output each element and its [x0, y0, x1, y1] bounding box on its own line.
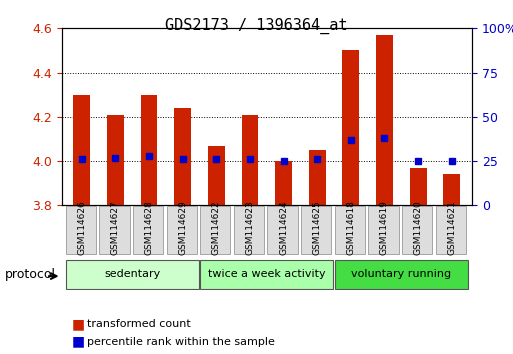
Bar [443, 175, 460, 205]
FancyBboxPatch shape [66, 260, 199, 289]
Text: GSM114620: GSM114620 [413, 200, 423, 255]
Text: GSM114621: GSM114621 [447, 200, 456, 255]
FancyBboxPatch shape [99, 206, 129, 254]
Text: GSM114625: GSM114625 [313, 200, 322, 255]
FancyBboxPatch shape [436, 206, 466, 254]
FancyBboxPatch shape [368, 206, 399, 254]
Bar [376, 35, 393, 205]
Text: ■: ■ [72, 317, 85, 331]
Bar [208, 145, 225, 205]
Text: GSM114628: GSM114628 [145, 200, 153, 255]
FancyBboxPatch shape [133, 206, 163, 254]
FancyBboxPatch shape [200, 206, 230, 254]
FancyBboxPatch shape [66, 206, 96, 254]
Text: GSM114629: GSM114629 [178, 200, 187, 255]
Text: sedentary: sedentary [104, 269, 161, 279]
FancyBboxPatch shape [200, 260, 333, 289]
FancyBboxPatch shape [334, 260, 468, 289]
FancyBboxPatch shape [334, 206, 365, 254]
FancyBboxPatch shape [234, 206, 264, 254]
Bar [141, 95, 157, 205]
Text: twice a week activity: twice a week activity [208, 269, 326, 279]
Bar [107, 115, 124, 205]
Text: GSM114624: GSM114624 [279, 200, 288, 255]
Bar [174, 108, 191, 205]
Text: voluntary running: voluntary running [351, 269, 451, 279]
Bar [275, 161, 292, 205]
Bar [343, 51, 359, 205]
Bar [309, 150, 326, 205]
Text: GSM114622: GSM114622 [212, 200, 221, 255]
Bar [242, 115, 259, 205]
Text: transformed count: transformed count [87, 319, 191, 329]
Text: GSM114626: GSM114626 [77, 200, 86, 255]
Bar [73, 95, 90, 205]
FancyBboxPatch shape [301, 206, 331, 254]
Text: GSM114618: GSM114618 [346, 200, 356, 255]
Text: protocol: protocol [5, 268, 56, 281]
FancyBboxPatch shape [402, 206, 432, 254]
Text: GDS2173 / 1396364_at: GDS2173 / 1396364_at [165, 18, 348, 34]
Bar [410, 168, 426, 205]
FancyBboxPatch shape [167, 206, 197, 254]
Text: GSM114619: GSM114619 [380, 200, 389, 255]
Text: GSM114627: GSM114627 [111, 200, 120, 255]
FancyBboxPatch shape [267, 206, 298, 254]
Text: percentile rank within the sample: percentile rank within the sample [87, 337, 275, 347]
Text: GSM114623: GSM114623 [245, 200, 254, 255]
Text: ■: ■ [72, 335, 85, 349]
